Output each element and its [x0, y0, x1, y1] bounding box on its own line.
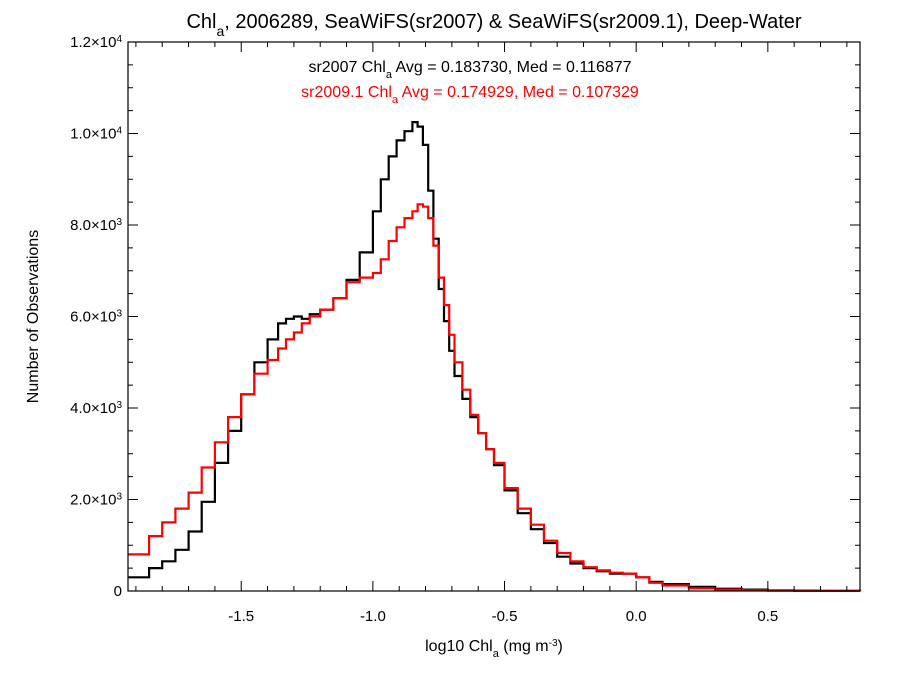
- x-axis-title-text: log10 Chla (mg m-3): [425, 638, 563, 661]
- x-tick-label: 0.0: [626, 608, 647, 625]
- y-tick-label-mantissa: 1.2×10: [70, 34, 116, 51]
- y-tick-label-exponent: 3: [116, 217, 122, 228]
- y-axis-title-text: Number of Observations: [25, 230, 42, 403]
- y-tick-label-exponent: 3: [116, 400, 122, 411]
- series-line-2: [128, 203, 862, 592]
- annotation-2-part: a: [392, 94, 399, 106]
- y-tick-label-exponent: 4: [116, 34, 122, 45]
- y-tick-label: 0: [114, 583, 122, 600]
- x-tick-label: -0.5: [492, 608, 518, 625]
- y-tick-label-mantissa: 6.0×10: [70, 309, 116, 326]
- chart-title-text-part: , 2006289, SeaWiFS(sr2007) & SeaWiFS(sr2…: [224, 11, 802, 33]
- series-group: [128, 121, 862, 592]
- x-tick-label: -1.5: [228, 608, 254, 625]
- y-tick-label: 1.0×104: [70, 125, 122, 143]
- x-axis-title: log10 Chla (mg m-3): [425, 638, 563, 661]
- y-tick-label: 8.0×103: [70, 217, 122, 235]
- y-tick-label-mantissa: 0: [114, 583, 122, 600]
- series-line-1: [128, 121, 862, 592]
- plot-frame: [127, 41, 861, 592]
- y-tick-label-mantissa: 1.0×10: [70, 126, 116, 143]
- y-tick-label-mantissa: 2.0×10: [70, 492, 116, 509]
- annotation-1-part: a: [386, 69, 393, 81]
- annotation-2-part: sr2009.1 Chl: [301, 84, 392, 101]
- y-tick-label-mantissa: 4.0×10: [70, 400, 116, 417]
- annotation-1-part: Avg = 0.183730, Med = 0.116877: [392, 59, 632, 76]
- y-tick-label: 6.0×103: [70, 308, 122, 326]
- annotation-1: sr2007 Chla Avg = 0.183730, Med = 0.1168…: [308, 59, 631, 81]
- annotation-2: sr2009.1 Chla Avg = 0.174929, Med = 0.10…: [301, 84, 639, 106]
- x-axis-title-text-part: a: [493, 648, 500, 660]
- y-tick-label-exponent: 3: [116, 308, 122, 319]
- chart-title-text: Chla, 2006289, SeaWiFS(sr2007) & SeaWiFS…: [186, 11, 801, 39]
- y-tick-label-exponent: 3: [116, 491, 122, 502]
- x-axis-title-text-part: log10 Chl: [425, 638, 493, 655]
- y-tick-label: 2.0×103: [70, 491, 122, 509]
- x-tick-label: -1.0: [360, 608, 386, 625]
- y-tick-label-exponent: 4: [116, 125, 122, 136]
- y-tick-label-mantissa: 8.0×10: [70, 217, 116, 234]
- x-axis-title-text-part: -3: [549, 638, 558, 649]
- x-axis-title-text-part: (mg m: [499, 638, 549, 655]
- chart-annotations: sr2007 Chla Avg = 0.183730, Med = 0.1168…: [301, 59, 639, 106]
- x-tick-label: 0.5: [757, 608, 778, 625]
- chart-title-text-part: a: [216, 23, 224, 39]
- chart-title-text-part: Chl: [186, 11, 216, 33]
- annotation-1-part: sr2007 Chl: [308, 59, 385, 76]
- annotation-2-part: Avg = 0.174929, Med = 0.107329: [398, 84, 639, 101]
- x-axis-title-text-part: ): [558, 638, 563, 655]
- chart-title: Chla, 2006289, SeaWiFS(sr2007) & SeaWiFS…: [186, 11, 801, 39]
- y-axis-ticks: 02.0×1034.0×1036.0×1038.0×1031.0×1041.2×…: [70, 34, 860, 600]
- x-axis-ticks: -1.5 -1.0 -0.5 0.0 0.5: [135, 42, 848, 625]
- y-tick-label: 1.2×104: [70, 34, 122, 52]
- plot-frame-rect: [127, 41, 861, 592]
- y-tick-label: 4.0×103: [70, 400, 122, 418]
- y-axis-title: Number of Observations: [25, 230, 42, 403]
